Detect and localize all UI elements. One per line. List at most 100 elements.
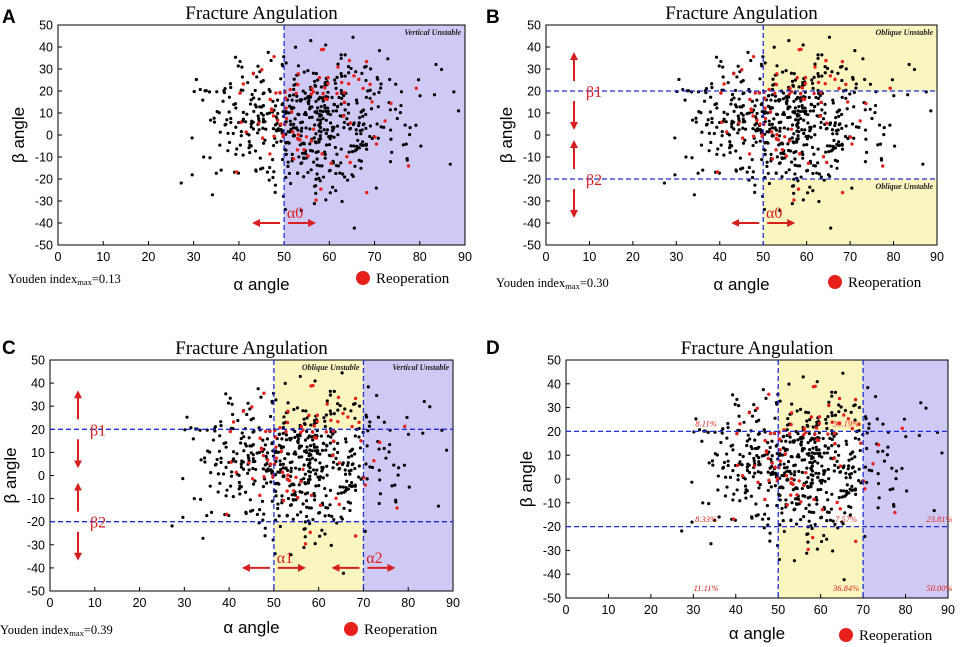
data-point — [357, 404, 362, 408]
data-point — [863, 128, 868, 132]
data-point — [263, 443, 268, 447]
data-point — [320, 164, 324, 168]
reoperation-point — [406, 164, 411, 168]
data-point — [752, 456, 756, 460]
reoperation-point — [309, 493, 314, 498]
data-point — [289, 469, 293, 474]
data-point — [808, 125, 812, 130]
x-tick-label: 90 — [458, 250, 472, 264]
data-point — [336, 164, 341, 168]
data-point — [314, 132, 318, 136]
data-point — [730, 98, 734, 102]
data-point — [253, 479, 257, 483]
cell-percentage: 8.11% — [695, 419, 716, 429]
data-point — [727, 146, 732, 150]
data-point — [344, 485, 348, 490]
x-tick-label: 80 — [887, 250, 901, 264]
arrow-label: β2 — [586, 172, 602, 189]
arrow-β2: β2 — [570, 140, 602, 218]
data-point — [364, 413, 368, 417]
data-point — [242, 449, 246, 453]
reoperation-point — [823, 82, 827, 86]
data-point — [235, 147, 239, 151]
reoperation-point — [284, 429, 288, 434]
data-point — [791, 110, 795, 114]
data-point — [751, 127, 755, 131]
data-point — [801, 375, 805, 379]
data-point — [683, 98, 687, 102]
data-point — [312, 201, 317, 206]
data-point — [690, 520, 694, 524]
data-point — [265, 481, 269, 485]
data-point — [816, 53, 820, 57]
y-tick-label: 40 — [527, 41, 541, 55]
x-tick-label: 40 — [222, 596, 236, 610]
data-point — [811, 425, 815, 429]
x-tick-label: 20 — [133, 596, 147, 610]
data-point — [170, 524, 174, 528]
data-point — [376, 105, 380, 109]
data-point — [361, 114, 365, 118]
data-point — [824, 421, 829, 425]
data-point — [857, 437, 861, 441]
x-tick-label: 0 — [543, 250, 550, 264]
data-point — [745, 465, 749, 469]
reoperation-point — [325, 97, 329, 102]
data-point — [793, 157, 797, 161]
data-point — [368, 420, 372, 424]
data-point — [247, 146, 251, 150]
data-point — [808, 495, 812, 499]
data-point — [315, 172, 319, 176]
data-point — [786, 148, 791, 153]
data-point — [811, 446, 815, 450]
reoperation-point — [357, 420, 361, 425]
data-point — [296, 434, 300, 438]
data-point — [249, 98, 253, 102]
data-point — [796, 118, 800, 122]
data-point — [229, 474, 234, 478]
data-point — [252, 109, 256, 114]
data-point — [250, 92, 254, 97]
data-point — [770, 126, 774, 130]
data-point — [246, 80, 250, 85]
data-point — [324, 494, 328, 498]
data-point — [326, 112, 330, 116]
data-point — [338, 171, 342, 175]
reoperation-point — [284, 106, 288, 110]
reoperation-point — [735, 431, 739, 436]
x-tick-label: 70 — [856, 603, 870, 617]
data-point — [750, 414, 755, 418]
data-point — [753, 183, 757, 187]
data-point — [881, 449, 885, 453]
data-point — [227, 95, 231, 99]
data-point — [219, 456, 223, 460]
data-point — [755, 111, 759, 116]
data-point — [221, 99, 225, 103]
data-point — [712, 131, 716, 136]
data-point — [853, 455, 857, 459]
data-point — [794, 486, 798, 490]
data-point — [303, 527, 307, 531]
data-point — [366, 429, 370, 433]
reoperation-point — [838, 507, 842, 511]
data-point — [218, 481, 222, 485]
data-point — [278, 470, 282, 474]
data-point — [721, 75, 725, 79]
data-point — [749, 494, 753, 498]
data-point — [278, 432, 282, 436]
data-point — [332, 389, 336, 393]
data-point — [819, 126, 823, 130]
data-point — [249, 125, 253, 129]
data-point — [303, 438, 308, 442]
data-point — [179, 181, 183, 185]
data-point — [820, 53, 824, 57]
data-point — [784, 498, 788, 502]
y-tick-label: -10 — [27, 492, 45, 506]
reoperation-point — [827, 403, 831, 408]
x-axis-label: α angle — [223, 618, 279, 637]
data-point — [812, 75, 816, 79]
data-point — [830, 443, 834, 448]
data-point — [323, 514, 327, 518]
data-point — [227, 140, 232, 145]
reoperation-point — [364, 59, 369, 64]
